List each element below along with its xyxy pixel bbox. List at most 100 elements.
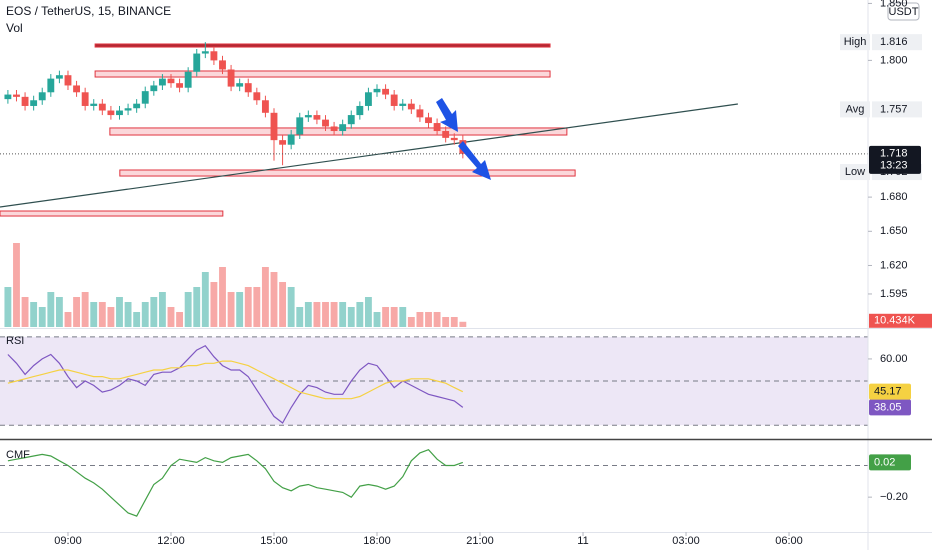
volume-bar <box>38 307 46 327</box>
y-tick-label: 1.595 <box>880 288 908 300</box>
candle-body <box>124 108 132 111</box>
volume-bar <box>407 317 415 327</box>
candle-body <box>4 94 12 100</box>
volume-bar <box>47 292 55 327</box>
marker-value: 1.816 <box>880 36 908 48</box>
candle-body <box>64 75 72 86</box>
candle-body <box>176 83 184 88</box>
volume-bar <box>450 317 458 327</box>
x-tick-label: 18:00 <box>363 535 391 547</box>
volume-bar <box>425 312 432 327</box>
last-value-label: 0.02 <box>874 456 895 468</box>
volume-bar <box>347 307 355 327</box>
candle-body <box>253 92 261 101</box>
candle-body <box>339 124 347 132</box>
volume-bar <box>158 292 166 327</box>
candle-body <box>30 100 38 106</box>
candle-body <box>13 94 20 97</box>
volume-bar <box>356 302 364 327</box>
candle-body <box>81 92 89 106</box>
volume-bar <box>107 307 115 327</box>
volume-bar <box>433 312 441 327</box>
x-tick-label: 09:00 <box>54 535 82 547</box>
price-zone <box>119 169 576 177</box>
last-value-box <box>869 383 911 400</box>
volume-bar <box>55 297 63 327</box>
volume-bar <box>133 312 141 327</box>
candle-body <box>227 69 235 87</box>
volume-bar <box>30 302 38 327</box>
volume-bar <box>184 292 192 327</box>
last-value-box <box>869 454 911 471</box>
candle-body <box>219 60 226 70</box>
candle-body <box>107 110 115 116</box>
arrow <box>436 98 458 132</box>
rsi-title: RSI <box>6 335 24 347</box>
volume-bar <box>141 302 149 327</box>
x-tick-label: 11 <box>577 535 588 547</box>
x-tick-label: 03:00 <box>672 535 700 547</box>
volume-bar <box>150 297 158 327</box>
volume-bar <box>98 302 106 327</box>
volume-bar <box>124 302 132 327</box>
price-zone <box>0 210 224 217</box>
x-tick-label: 21:00 <box>466 535 494 547</box>
indicator-line <box>7 360 464 400</box>
marker-name: Avg <box>846 103 865 115</box>
candle-body <box>184 71 192 88</box>
volume-bar <box>442 317 450 327</box>
marker-name-box <box>840 34 870 51</box>
volume-bar <box>64 312 72 327</box>
candle-body <box>322 119 329 127</box>
x-tick-label: 12:00 <box>157 535 185 547</box>
volume-bar <box>270 272 278 327</box>
volume-bar <box>459 321 467 327</box>
volume-bar <box>73 297 81 327</box>
y-tick-label: −0.20 <box>880 491 908 503</box>
candle-body <box>450 137 458 141</box>
last-value-label: 45.17 <box>874 386 902 398</box>
candle-body <box>38 92 46 101</box>
currency-badge[interactable] <box>887 2 920 21</box>
candle-body <box>390 94 398 106</box>
candle-body <box>167 78 175 84</box>
volume-bar <box>90 302 98 327</box>
candle-body <box>433 123 441 132</box>
candle-body <box>304 115 312 118</box>
current-price-box <box>869 145 921 174</box>
candle-body <box>442 131 450 138</box>
arrow <box>458 141 491 180</box>
volume-bar <box>219 267 226 327</box>
marker-name-box <box>840 164 870 181</box>
volume-bar <box>287 287 295 327</box>
candle-body <box>364 92 372 106</box>
y-tick-label: 1.680 <box>880 191 908 203</box>
volume-bar <box>193 287 201 327</box>
volume-bar <box>373 312 381 327</box>
y-tick-label: 1.620 <box>880 259 908 271</box>
candle-body <box>236 83 244 87</box>
candle-body <box>382 88 390 95</box>
volume-title: Vol <box>6 21 23 35</box>
trend-line <box>0 103 738 208</box>
candle-body <box>416 109 424 118</box>
candle-body <box>98 103 106 111</box>
last-value-box <box>869 399 911 416</box>
volume-bar <box>227 292 235 327</box>
x-tick-label: 06:00 <box>775 535 803 547</box>
volume-bar <box>296 307 304 327</box>
candle-body <box>330 126 338 132</box>
candle-body <box>296 117 304 135</box>
volume-bar <box>313 302 321 327</box>
volume-bar <box>279 282 287 327</box>
candle-body <box>425 117 432 124</box>
volume-bar <box>261 267 269 327</box>
y-tick-label: 60.00 <box>880 353 908 365</box>
candle-body <box>313 115 321 120</box>
volume-bar <box>4 287 12 327</box>
volume-bar <box>382 307 390 327</box>
indicator-line <box>7 344 464 424</box>
y-tick-label: 1.850 <box>880 0 908 9</box>
